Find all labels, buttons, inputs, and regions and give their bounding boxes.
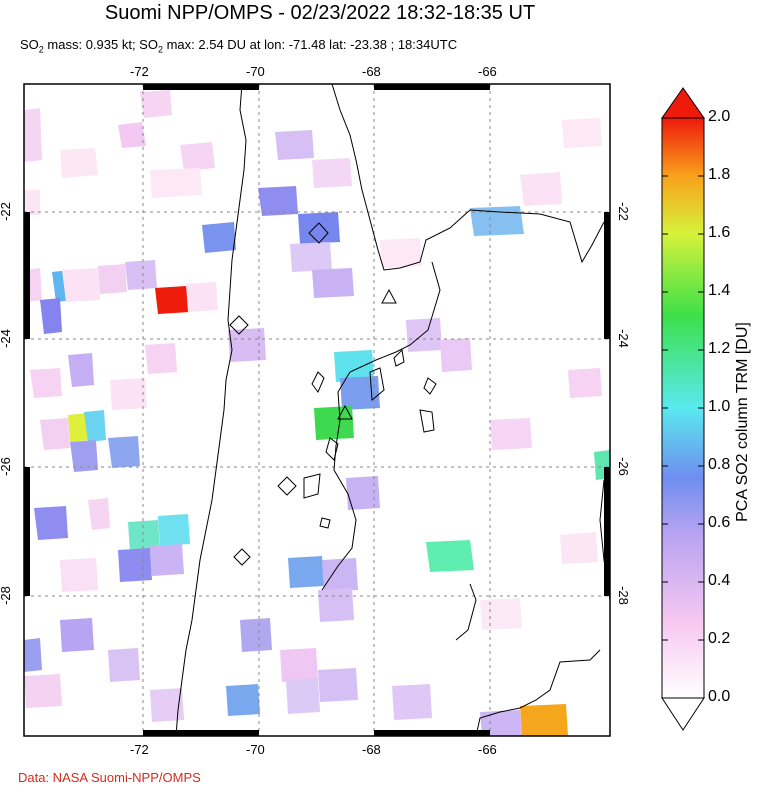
colorbar-label: 1.4 xyxy=(708,282,731,299)
lon-tick-label: -70 xyxy=(246,742,265,757)
volcano-diamond-icon xyxy=(308,222,329,244)
lon-tick-label: -70 xyxy=(246,64,265,79)
colorbar-title: PCA SO2 column TRM [DU] xyxy=(734,322,751,522)
volcano-diamond-icon xyxy=(277,476,297,496)
volcano-triangle-icon xyxy=(381,288,397,304)
data-credit: Data: NASA Suomi-NPP/OMPS xyxy=(18,770,201,785)
colorbar-label: 1.2 xyxy=(708,340,731,357)
lat-tick-label: -22 xyxy=(0,202,13,221)
volcano-markers xyxy=(229,222,397,566)
volcano-diamond-icon xyxy=(229,315,249,335)
frame-ticks xyxy=(24,84,610,736)
lon-tick-label: -66 xyxy=(478,64,497,79)
map-subtitle: SO2 mass: 0.935 kt; SO2 max: 2.54 DU at … xyxy=(20,37,458,55)
colorbar-label: 0.8 xyxy=(708,456,731,473)
lat-tick-label: -22 xyxy=(615,202,631,221)
lat-tick-label: -26 xyxy=(615,457,631,476)
colorbar-label: 0.6 xyxy=(708,514,731,531)
volcano-triangle-icon xyxy=(337,404,353,420)
map-frame xyxy=(23,83,611,737)
colorbar-label: 1.8 xyxy=(708,166,731,183)
lat-tick-label: -26 xyxy=(0,457,13,476)
colorbar-label: 1.6 xyxy=(708,224,731,241)
lon-tick-label: -68 xyxy=(362,742,381,757)
lat-tick-label: -24 xyxy=(0,329,13,348)
lon-tick-label: -72 xyxy=(130,742,149,757)
colorbar-label: 1.0 xyxy=(708,398,731,415)
colorbar-label: 0.0 xyxy=(708,688,731,705)
lon-tick-label: -68 xyxy=(362,64,381,79)
colorbar-label: 0.2 xyxy=(708,630,731,647)
lon-tick-label: -72 xyxy=(130,64,149,79)
so2-pixels xyxy=(24,90,610,736)
lat-tick-label: -24 xyxy=(615,329,631,348)
lat-tick-label: -28 xyxy=(615,586,631,605)
colorbar-label: 2.0 xyxy=(708,108,731,125)
lon-tick-label: -66 xyxy=(478,742,497,757)
map-title: Suomi NPP/OMPS - 02/23/2022 18:32-18:35 … xyxy=(104,2,536,24)
lat-tick-label: -28 xyxy=(0,586,13,605)
colorbar-label: 0.4 xyxy=(708,572,731,589)
volcano-diamond-icon xyxy=(233,548,251,566)
colorbar xyxy=(661,87,705,731)
